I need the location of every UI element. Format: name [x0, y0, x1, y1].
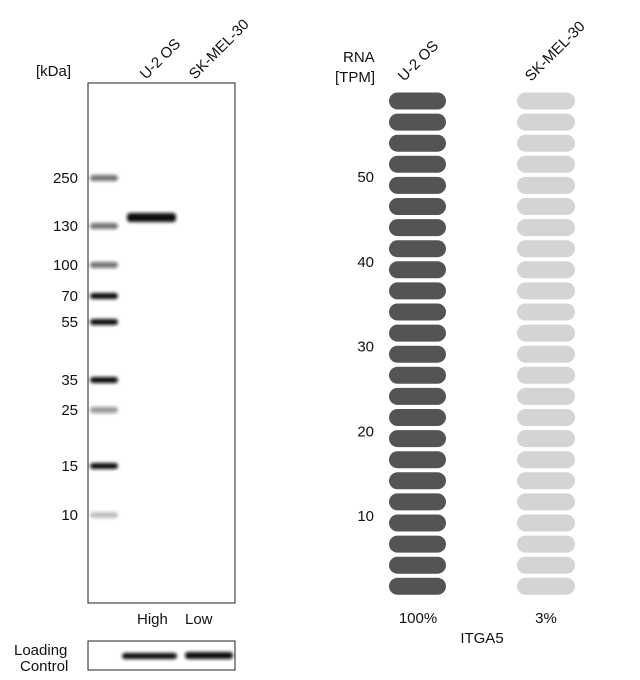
loading-band — [122, 653, 177, 659]
tpm-capsule — [389, 535, 446, 553]
ladder-band — [90, 512, 118, 518]
tpm-capsule — [517, 493, 575, 511]
ladder-band — [90, 175, 118, 181]
tpm-capsule — [389, 556, 446, 574]
tpm-capsule — [389, 261, 446, 279]
tpm-capsule — [389, 282, 446, 300]
tpm-capsule — [517, 451, 575, 469]
tpm-capsule — [389, 409, 446, 426]
tpm-capsule — [517, 430, 575, 448]
level-label: Low — [185, 611, 213, 628]
ladder-band — [90, 223, 118, 229]
percentage: 3% — [535, 610, 557, 627]
sample-label: U-2 OS — [395, 37, 442, 84]
tpm-capsule — [517, 240, 575, 258]
marker-label: 35 — [61, 372, 78, 389]
tpm-tick-label: 20 — [357, 423, 374, 440]
tpm-capsule — [389, 176, 446, 194]
percentage: 100% — [399, 610, 437, 627]
tpm-tick-label: 50 — [357, 169, 374, 186]
tpm-capsule — [389, 134, 446, 152]
marker-label: 130 — [53, 218, 78, 235]
tpm-capsule — [389, 240, 446, 258]
blot-panel — [87, 82, 236, 604]
tpm-capsule — [389, 430, 446, 448]
marker-label: 25 — [61, 402, 78, 419]
tpm-capsule — [389, 345, 446, 363]
tpm-capsule — [389, 155, 446, 173]
tpm-capsule — [389, 366, 446, 384]
tpm-capsule — [389, 451, 446, 469]
sample-label: SK-MEL-30 — [522, 18, 589, 85]
tpm-capsule — [517, 556, 575, 574]
marker-label: 250 — [53, 170, 78, 187]
tpm-capsule — [389, 219, 446, 237]
tpm-capsule — [517, 366, 575, 384]
ladder-band — [90, 319, 118, 325]
tpm-capsule — [389, 92, 446, 110]
marker-label: 70 — [61, 288, 78, 305]
tpm-capsule — [389, 113, 446, 131]
marker-label: 15 — [61, 458, 78, 475]
ladder-band — [90, 293, 118, 299]
tpm-capsule — [517, 113, 575, 131]
level-label: High — [137, 611, 168, 628]
marker-label: 55 — [61, 314, 78, 331]
tpm-capsule — [389, 198, 446, 215]
tpm-capsule — [389, 303, 446, 321]
rna-label: RNA — [343, 49, 375, 66]
tpm-capsule — [517, 472, 575, 490]
tpm-capsule — [389, 324, 446, 342]
tpm-tick-label: 40 — [357, 254, 374, 271]
tpm-capsule — [389, 472, 446, 490]
rna-label: [TPM] — [335, 69, 375, 86]
ladder-band — [90, 262, 118, 268]
tpm-capsule — [517, 261, 575, 279]
lane-label: SK-MEL-30 — [186, 16, 253, 83]
kda-label: [kDa] — [36, 63, 71, 80]
tpm-capsule — [517, 577, 575, 595]
ladder-band — [90, 407, 118, 413]
tpm-capsule — [517, 134, 575, 152]
marker-label: 100 — [53, 257, 78, 274]
lane-label: U-2 OS — [137, 35, 184, 82]
tpm-capsule — [517, 155, 575, 173]
tpm-capsule — [389, 387, 446, 405]
protein-band — [127, 213, 176, 222]
ladder-band — [90, 463, 118, 469]
tpm-capsule — [517, 92, 575, 110]
tpm-capsule — [517, 303, 575, 321]
tpm-tick-label: 30 — [357, 339, 374, 356]
loading-label: Loading — [14, 642, 67, 659]
tpm-capsule — [517, 387, 575, 405]
tpm-capsule — [517, 198, 575, 215]
tpm-capsule — [517, 409, 575, 426]
loading-label: Control — [20, 658, 68, 675]
loading-band — [185, 652, 233, 659]
tpm-capsule — [517, 324, 575, 342]
tpm-tick-label: 10 — [357, 508, 374, 525]
tpm-capsule — [517, 282, 575, 300]
tpm-capsule — [389, 514, 446, 532]
tpm-capsule — [517, 176, 575, 194]
tpm-capsule — [517, 219, 575, 237]
ladder-band — [90, 377, 118, 383]
tpm-capsule — [389, 493, 446, 511]
tpm-capsule — [517, 514, 575, 532]
marker-label: 10 — [61, 507, 78, 524]
tpm-capsule — [389, 577, 446, 595]
gene-name: ITGA5 — [460, 630, 503, 647]
tpm-capsule — [517, 345, 575, 363]
tpm-capsule — [517, 535, 575, 553]
